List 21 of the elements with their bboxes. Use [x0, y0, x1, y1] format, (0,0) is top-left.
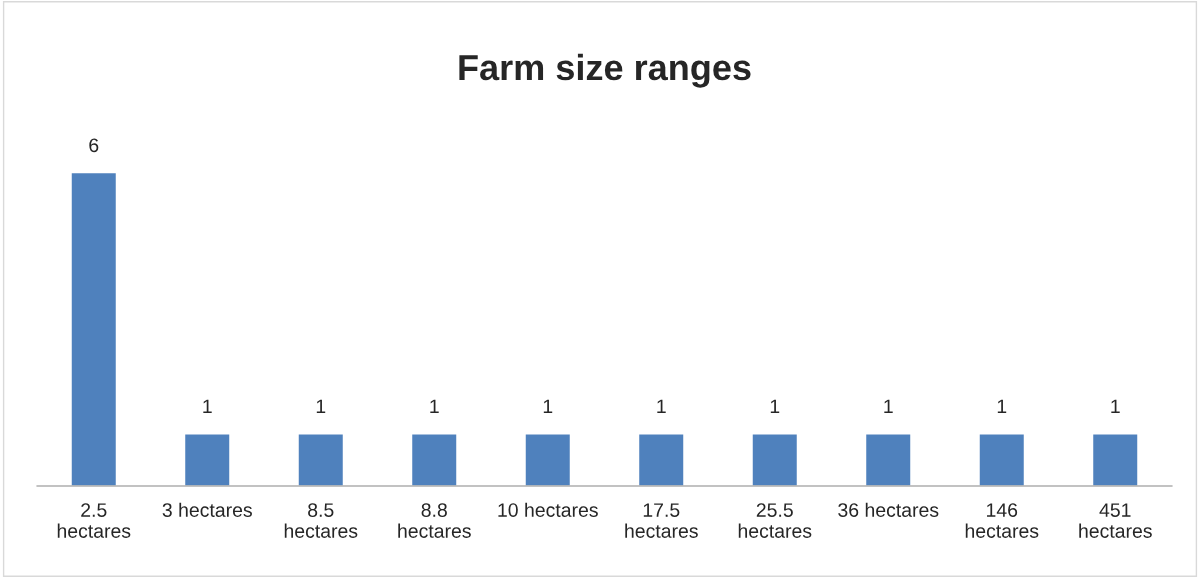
x-tick-label: 17.5 hectares [625, 503, 698, 538]
data-label: 1 [543, 399, 553, 414]
x-tick-label: 36 hectares [838, 502, 939, 517]
data-label: 1 [203, 399, 212, 414]
data-label: 1 [997, 399, 1007, 414]
data-label: 1 [430, 399, 439, 414]
x-tick-label: 8.5 hectares [284, 503, 358, 538]
x-tick-label: 146 hectares [965, 503, 1039, 538]
x-tick-label: 3 hectares [162, 502, 252, 517]
x-tick-label: 25.5 hectares [738, 503, 812, 538]
data-label: 6 [89, 138, 99, 153]
chart-title: Farm size ranges [459, 53, 751, 88]
data-label: 1 [1111, 399, 1120, 414]
data-label: 1 [884, 399, 893, 414]
x-tick-label: 2.5 hectares [57, 503, 131, 538]
data-label: 1 [316, 399, 326, 414]
x-tick-label: 451 hectares [1079, 503, 1152, 538]
x-tick-label: 8.8 hectares [398, 503, 471, 538]
data-label: 1 [657, 399, 666, 414]
x-tick-label: 10 hectares [498, 502, 598, 517]
data-label: 1 [770, 399, 780, 414]
